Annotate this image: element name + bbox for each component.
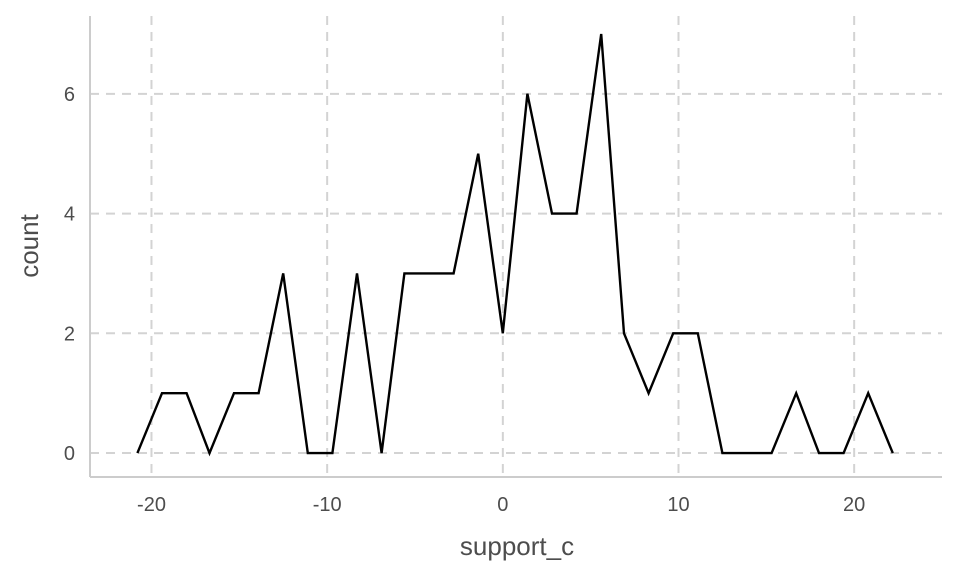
x-tick-label: -20 <box>137 494 166 516</box>
x-tick-label: 10 <box>667 494 689 516</box>
grid-lines <box>90 16 942 477</box>
x-axis-title: support_c <box>460 531 574 561</box>
x-tick-label: -10 <box>313 494 342 516</box>
y-tick-label: 4 <box>64 204 75 226</box>
y-tick-label: 0 <box>64 443 75 465</box>
series-layer <box>136 33 894 457</box>
tick-labels: -20 -10 0 10 20 0 2 4 6 <box>64 84 865 516</box>
y-tick-label: 2 <box>64 323 75 345</box>
series-line <box>136 33 894 457</box>
y-tick-label: 6 <box>64 84 75 106</box>
axes <box>89 16 942 478</box>
y-axis-title: count <box>14 213 44 277</box>
x-tick-label: 0 <box>497 494 508 516</box>
x-tick-label: 20 <box>843 494 865 516</box>
